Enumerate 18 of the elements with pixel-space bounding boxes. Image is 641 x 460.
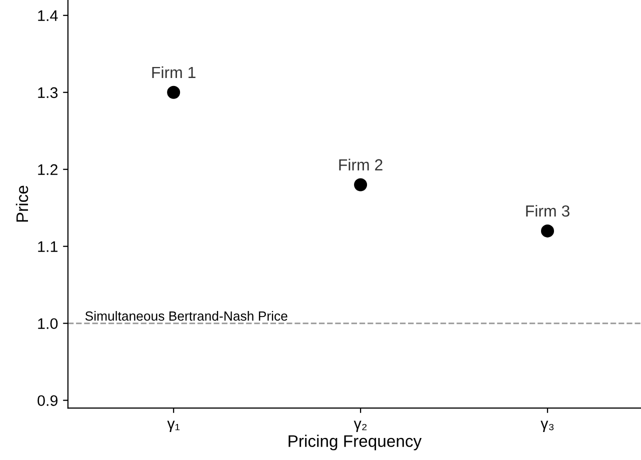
y-tick-label: 1.0 [38,318,58,330]
y-tick-label: 1.1 [38,241,58,252]
x-tick-label: γ₁ [167,420,180,432]
x-tick-label: γ₂ [354,420,367,432]
point [354,178,368,192]
y-tick-label: 1.2 [38,164,58,175]
ref-line-label: Simultaneous Bertrand-Nash Price [85,311,288,321]
y-tick-label: 1.3 [38,87,58,98]
x-tick-label: γ₃ [540,420,554,432]
y-axis-title: Price [16,186,28,222]
x-axis-title: Pricing Frequency [288,434,422,450]
annotation: Firm 2 [339,158,382,170]
annotation: Firm 1 [152,66,196,78]
annotation: Firm 3 [526,204,570,217]
point [167,86,180,99]
y-tick-label: 1.4 [38,10,58,21]
point [541,224,554,238]
y-tick-label: 0.9 [38,395,58,406]
